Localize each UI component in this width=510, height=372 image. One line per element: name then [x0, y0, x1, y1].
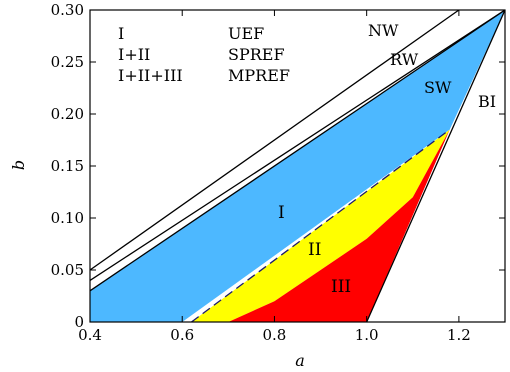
- legend-meaning-1: UEF: [228, 24, 264, 43]
- curve-label-RW: RW: [390, 50, 419, 69]
- ticks-layer: 0.4 0.6 0.8 1.0 1.2 0 0.05 0.10 0.15 0.20 0.25 0.30: [51, 1, 505, 344]
- curve-labels: NW RW SW BI: [368, 21, 496, 111]
- curve-label-SW: SW: [424, 78, 452, 97]
- y-tick-label: 0.25: [51, 53, 84, 71]
- y-tick-label: 0.10: [51, 209, 84, 227]
- curve-label-NW: NW: [368, 21, 399, 40]
- x-axis-title: a: [295, 351, 305, 370]
- legend-meaning-3: MPREF: [228, 66, 290, 85]
- x-tick-label: 0.4: [78, 326, 102, 344]
- y-tick-label: 0.15: [51, 157, 84, 175]
- region-label-II: II: [308, 240, 321, 260]
- lines-layer: [89, 9, 506, 323]
- curve-NW-line: [89, 9, 460, 271]
- curve-SW-line: [89, 9, 506, 292]
- x-tick-label: 0.6: [170, 326, 194, 344]
- y-tick-label: 0.20: [51, 105, 84, 123]
- region-III-area: [228, 129, 450, 322]
- region-I-area: [90, 10, 505, 322]
- y-tick-label: 0.30: [51, 1, 84, 19]
- legend-meaning-2: SPREF: [228, 45, 285, 64]
- regions-layer: [90, 10, 505, 322]
- legend-region-2: I+II: [118, 45, 150, 64]
- y-tick-label: 0: [74, 313, 84, 331]
- x-tick-label: 0.8: [263, 326, 287, 344]
- legend-region-3: I+II+III: [118, 66, 183, 85]
- y-axis-title: b: [9, 160, 28, 170]
- curve-BI-line: [366, 9, 506, 323]
- region-label-III: III: [331, 277, 351, 297]
- region-labels: I II III: [278, 203, 351, 297]
- curve-RW-line: [89, 9, 506, 281]
- region-label-I: I: [278, 203, 285, 223]
- x-tick-label: 1.2: [447, 326, 471, 344]
- legend-region-1: I: [118, 24, 124, 43]
- legend-table: I UEF I+II SPREF I+II+III MPREF: [118, 24, 290, 85]
- region-boundary-dashed-line: [191, 129, 451, 323]
- curve-label-BI: BI: [478, 92, 496, 111]
- y-tick-label: 0.05: [51, 261, 84, 279]
- x-tick-label: 1.0: [355, 326, 379, 344]
